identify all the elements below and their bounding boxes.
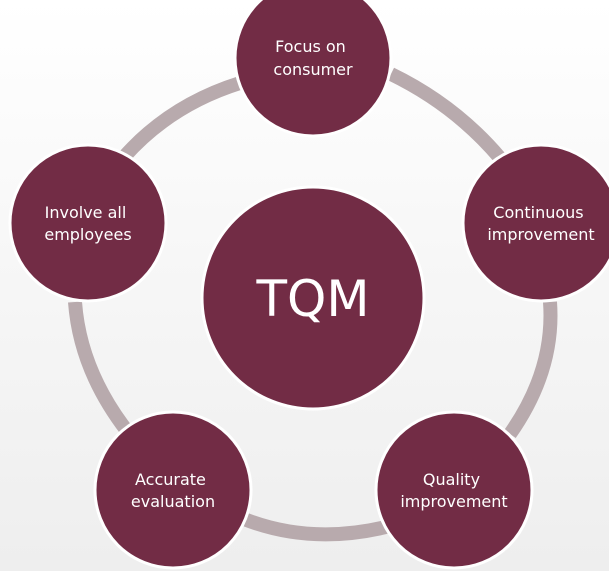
svg-text:Accurate evaluation: Accurate evaluation bbox=[131, 470, 215, 511]
connector-arc-4 bbox=[68, 301, 133, 436]
node-accurate-evaluation: Accurate evaluation bbox=[93, 410, 253, 570]
node-label-line1: Continuous bbox=[493, 203, 583, 222]
svg-text:Quality improvement: Quality improvement bbox=[400, 470, 507, 511]
node-label-line1: Focus on bbox=[275, 37, 346, 56]
node-label-line2: employees bbox=[44, 225, 131, 244]
node-label-line1: Involve all bbox=[45, 203, 127, 222]
center-label: TQM bbox=[255, 270, 369, 328]
connector-arc-3 bbox=[241, 512, 388, 542]
node-continuous-improvement: Continuous improvement bbox=[461, 143, 609, 303]
node-label-line1: Accurate bbox=[135, 470, 206, 489]
node-focus-on-consumer: Focus on consumer bbox=[233, 0, 393, 138]
connector-arc-5 bbox=[118, 76, 243, 162]
svg-text:Focus on consumer: Focus on consumer bbox=[273, 37, 353, 79]
node-label-line2: evaluation bbox=[131, 492, 215, 511]
center-node: TQM bbox=[200, 185, 426, 411]
node-quality-improvement: Quality improvement bbox=[374, 410, 534, 570]
node-label-line2: improvement bbox=[487, 225, 594, 244]
connector-arc-2 bbox=[504, 301, 558, 439]
node-label-line2: improvement bbox=[400, 492, 507, 511]
connector-arc-1 bbox=[387, 67, 506, 163]
node-involve-all-employees: Involve all employees bbox=[8, 143, 168, 303]
node-label-line2: consumer bbox=[273, 60, 353, 79]
svg-text:Involve all employees: Involve all employees bbox=[44, 203, 131, 244]
node-label-line1: Quality bbox=[423, 470, 480, 489]
svg-text:Continuous improvement: Continuous improvement bbox=[487, 203, 594, 244]
